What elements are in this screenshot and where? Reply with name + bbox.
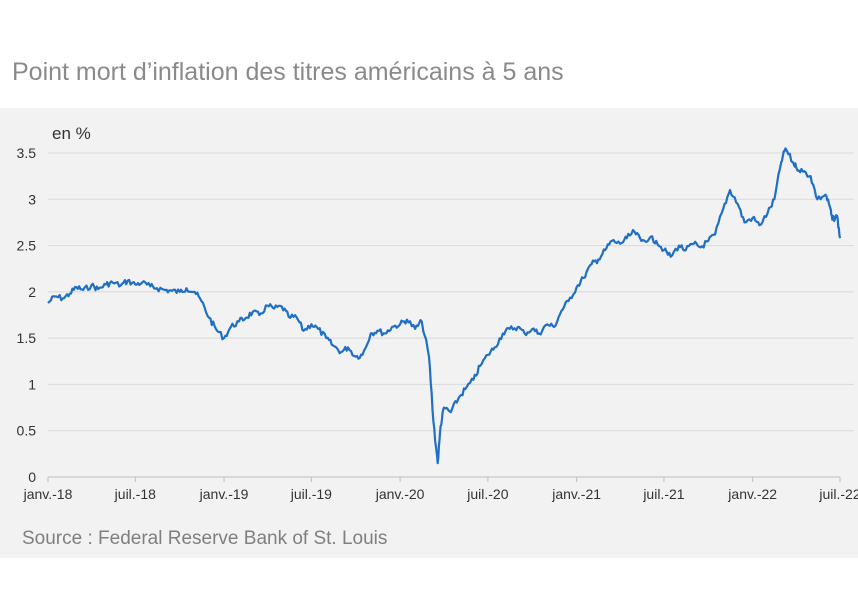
y-axis-unit-label: en % <box>52 124 91 143</box>
y-tick-label: 0 <box>28 469 36 485</box>
x-tick-label: juil.-19 <box>290 486 332 502</box>
axis-ticks: 0 0.5 1 1.5 2 2.5 3 3.5 janv.-18 juil.-18 janv.-19… <box>17 145 858 502</box>
series-line <box>47 147 842 465</box>
x-tick-label: juil.-21 <box>642 486 684 502</box>
x-tick-label: janv.-20 <box>375 486 425 502</box>
x-tick-label: janv.-22 <box>727 486 777 502</box>
y-tick-label: 3 <box>28 191 36 207</box>
y-tick-label: 0.5 <box>17 423 37 439</box>
y-tick-label: 2 <box>28 284 36 300</box>
source-note: Source : Federal Reserve Bank of St. Lou… <box>22 528 388 549</box>
y-tick-label: 2.5 <box>17 238 37 254</box>
x-tick-label: juil.-18 <box>114 486 156 502</box>
x-tick-label: juil.-20 <box>466 486 508 502</box>
x-tick-label: janv.-21 <box>551 486 601 502</box>
y-tick-label: 1.5 <box>17 330 37 346</box>
x-tick-label: juil.-22 <box>818 486 858 502</box>
x-tick-label: janv.-18 <box>23 486 73 502</box>
chart-title: Point mort d’inflation des titres améric… <box>12 58 564 86</box>
line-chart: 0 0.5 1 1.5 2 2.5 3 3.5 janv.-18 juil.-18 janv.-19… <box>17 124 858 502</box>
y-tick-label: 3.5 <box>17 145 37 161</box>
grid-lines <box>48 152 854 478</box>
series-layer <box>47 147 842 465</box>
y-tick-label: 1 <box>28 376 36 392</box>
chart-panel: 0 0.5 1 1.5 2 2.5 3 3.5 janv.-18 juil.-18 janv.-19… <box>0 108 858 558</box>
x-tick-label: janv.-19 <box>199 486 249 502</box>
